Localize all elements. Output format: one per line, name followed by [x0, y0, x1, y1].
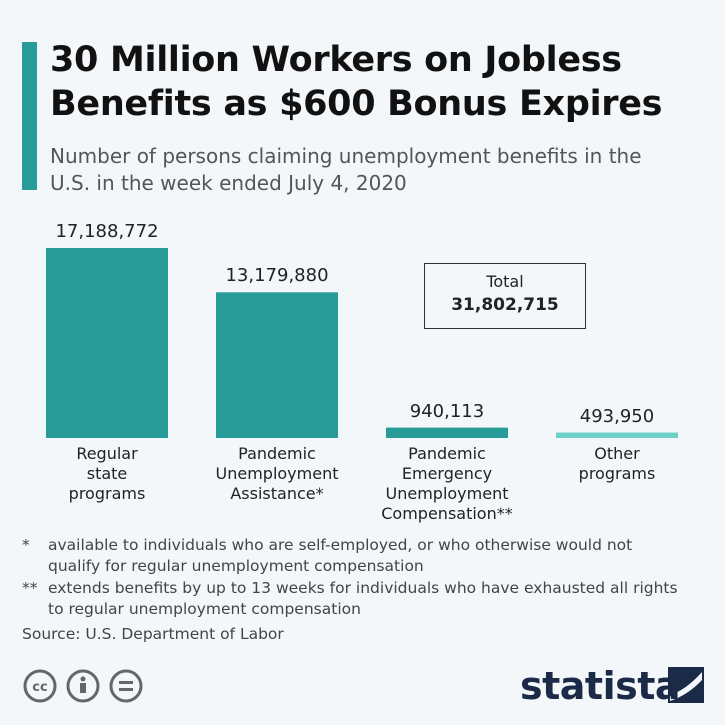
- total-value: 31,802,715: [451, 295, 559, 315]
- bar: [46, 248, 168, 438]
- total-label: Total: [486, 272, 524, 291]
- brand: statista: [520, 664, 681, 708]
- license-glyphs: cc: [32, 676, 133, 695]
- footnote: * available to individuals who are self-…: [22, 535, 682, 577]
- title-accent: [22, 42, 37, 190]
- value-label: 17,188,772: [55, 221, 159, 242]
- value-label: 13,179,880: [225, 265, 329, 287]
- footnote-marker: **: [22, 579, 38, 597]
- brand-icon: [668, 667, 704, 703]
- license-icons: [23, 669, 143, 703]
- bar: [556, 432, 678, 438]
- category-label: Pandemic Unemployment Assistance*: [215, 444, 339, 503]
- value-label: 940,113: [409, 400, 485, 422]
- value-label: 493,950: [579, 405, 655, 427]
- bar: [386, 427, 508, 438]
- footnote-text: extends benefits by up to 13 weeks for i…: [48, 579, 678, 618]
- svg-text:cc: cc: [32, 680, 47, 695]
- chart-title: 30 Million Workers on Jobless Benefits a…: [50, 40, 663, 124]
- footnote: ** extends benefits by up to 13 weeks fo…: [22, 578, 682, 620]
- bar: [216, 292, 338, 438]
- category-label: Regular state programs: [68, 444, 146, 503]
- source: Source: U.S. Department of Labor: [22, 625, 284, 643]
- chart-subtitle: Number of persons claiming unemployment …: [50, 144, 642, 195]
- footnote-marker: *: [22, 536, 30, 554]
- category-label: Other programs: [578, 444, 656, 483]
- category-label: Pandemic Emergency Unemployment Compensa…: [381, 444, 513, 523]
- footnote-text: available to individuals who are self-em…: [48, 536, 633, 575]
- total-box: Total 31,802,715: [424, 263, 586, 329]
